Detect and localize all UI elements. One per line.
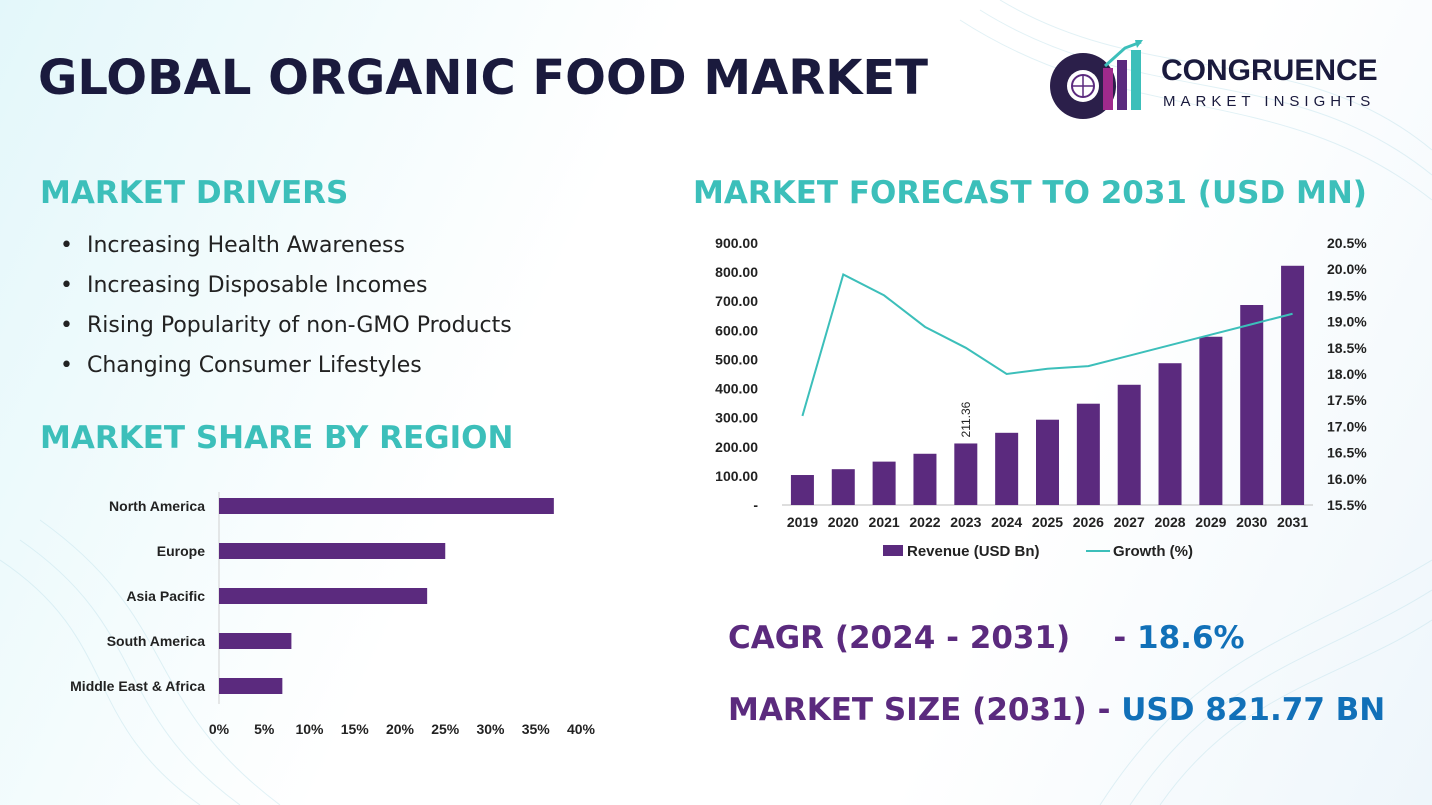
forecast-y-left-tick: 700.00 xyxy=(715,293,758,309)
forecast-x-tick: 2019 xyxy=(787,514,818,530)
market-size-separator: - xyxy=(1086,692,1122,728)
forecast-bar xyxy=(1076,403,1100,505)
region-bar xyxy=(219,588,428,604)
forecast-x-tick: 2022 xyxy=(909,514,940,530)
region-x-tick: 40% xyxy=(567,721,596,737)
region-label: South America xyxy=(107,633,205,649)
region-label: Europe xyxy=(157,543,205,559)
forecast-y-left-tick: 300.00 xyxy=(715,410,758,426)
region-x-tick: 35% xyxy=(522,721,551,737)
forecast-bar xyxy=(1036,419,1059,505)
forecast-y-right-tick: 18.0% xyxy=(1327,366,1367,382)
forecast-x-tick: 2026 xyxy=(1073,514,1104,530)
forecast-bar xyxy=(1240,305,1264,505)
forecast-y-left-tick: - xyxy=(753,497,758,513)
region-label: North America xyxy=(109,498,205,514)
forecast-bar xyxy=(790,475,814,505)
market-size-label: MARKET SIZE (2031) xyxy=(728,692,1087,728)
cagr-stat: CAGR (2024 - 2031) - 18.6% xyxy=(728,620,1245,656)
forecast-section-title: MARKET FORECAST TO 2031 (USD MN) xyxy=(693,175,1367,211)
forecast-y-left-tick: 900.00 xyxy=(715,235,758,251)
forecast-y-right-tick: 19.5% xyxy=(1327,287,1367,303)
forecast-bar xyxy=(954,443,978,505)
legend-growth-label: Growth (%) xyxy=(1113,543,1193,560)
region-x-tick: 20% xyxy=(386,721,415,737)
forecast-x-tick: 2030 xyxy=(1236,514,1267,530)
forecast-y-right-tick: 17.0% xyxy=(1327,418,1367,434)
forecast-y-left-tick: 400.00 xyxy=(715,381,758,397)
market-size-value: USD 821.77 BN xyxy=(1121,692,1386,728)
driver-item: Increasing Health Awareness xyxy=(60,230,512,270)
region-label: Asia Pacific xyxy=(126,588,205,604)
region-bar xyxy=(219,678,283,694)
drivers-list: Increasing Health Awareness Increasing D… xyxy=(60,230,512,390)
forecast-x-tick: 2021 xyxy=(869,514,900,530)
market-size-stat: MARKET SIZE (2031) - USD 821.77 BN xyxy=(728,692,1385,728)
region-section-title: MARKET SHARE BY REGION xyxy=(40,420,514,456)
region-x-tick: 30% xyxy=(476,721,505,737)
forecast-x-tick: 2025 xyxy=(1032,514,1063,530)
driver-item: Increasing Disposable Incomes xyxy=(60,270,512,310)
forecast-x-tick: 2031 xyxy=(1277,514,1308,530)
cagr-value: 18.6% xyxy=(1137,620,1245,656)
forecast-y-right-tick: 20.5% xyxy=(1327,235,1367,251)
forecast-y-right-tick: 16.5% xyxy=(1327,445,1367,461)
region-x-tick: 15% xyxy=(341,721,370,737)
logo-name: CONGRUENCE xyxy=(1161,54,1378,87)
forecast-x-tick: 2029 xyxy=(1195,514,1226,530)
region-x-tick: 0% xyxy=(209,721,230,737)
forecast-bar xyxy=(1158,363,1182,505)
driver-item: Rising Popularity of non-GMO Products xyxy=(60,310,512,350)
forecast-x-tick: 2020 xyxy=(828,514,859,530)
region-x-tick: 10% xyxy=(295,721,324,737)
forecast-y-left-tick: 500.00 xyxy=(715,351,758,367)
growth-line xyxy=(801,272,1293,417)
forecast-x-tick: 2027 xyxy=(1114,514,1145,530)
logo-mark-icon xyxy=(1050,40,1143,119)
region-x-tick: 5% xyxy=(254,721,275,737)
region-x-tick: 25% xyxy=(431,721,460,737)
forecast-data-label: 211.36 xyxy=(959,401,973,437)
drivers-title: MARKET DRIVERS xyxy=(40,175,349,211)
forecast-y-left-tick: 600.00 xyxy=(715,322,758,338)
cagr-label: CAGR (2024 - 2031) xyxy=(728,620,1071,656)
region-share-chart: North America Europe Asia Pacific South Ame… xyxy=(70,492,596,737)
forecast-y-left-tick: 200.00 xyxy=(715,439,758,455)
legend-revenue-label: Revenue (USD Bn) xyxy=(907,543,1040,560)
forecast-y-right-tick: 19.0% xyxy=(1327,314,1367,330)
forecast-bar xyxy=(1117,384,1141,505)
forecast-x-tick: 2024 xyxy=(991,514,1022,530)
page-title: GLOBAL ORGANIC FOOD MARKET xyxy=(38,50,928,106)
region-label: Middle East & Africa xyxy=(70,678,205,694)
forecast-y-right-tick: 16.0% xyxy=(1327,471,1367,487)
forecast-bar xyxy=(913,453,937,505)
forecast-y-right-tick: 15.5% xyxy=(1327,497,1367,513)
driver-item: Changing Consumer Lifestyles xyxy=(60,350,512,390)
forecast-y-left-tick: 100.00 xyxy=(715,468,758,484)
forecast-bar xyxy=(995,432,1019,505)
legend-bar-swatch xyxy=(883,545,903,556)
forecast-bar xyxy=(872,461,896,505)
forecast-bar xyxy=(831,469,855,505)
forecast-chart: - 100.00 200.00 300.00 400.00 500.00 600.00 700… xyxy=(715,235,1367,560)
forecast-bar xyxy=(1199,336,1223,505)
forecast-y-right-tick: 20.0% xyxy=(1327,261,1367,277)
forecast-bar xyxy=(1281,265,1305,505)
forecast-x-tick: 2028 xyxy=(1154,514,1185,530)
cagr-separator: - xyxy=(1113,620,1138,656)
forecast-x-tick: 2023 xyxy=(950,514,981,530)
forecast-y-left-tick: 800.00 xyxy=(715,264,758,280)
logo-tagline: MARKET INSIGHTS xyxy=(1163,93,1376,110)
forecast-y-right-tick: 18.5% xyxy=(1327,340,1367,356)
forecast-y-right-tick: 17.5% xyxy=(1327,392,1367,408)
region-bar xyxy=(219,543,446,559)
region-bar xyxy=(219,498,554,514)
region-bar xyxy=(219,633,292,649)
brand-logo: CONGRUENCE MARKET INSIGHTS xyxy=(1043,38,1403,124)
